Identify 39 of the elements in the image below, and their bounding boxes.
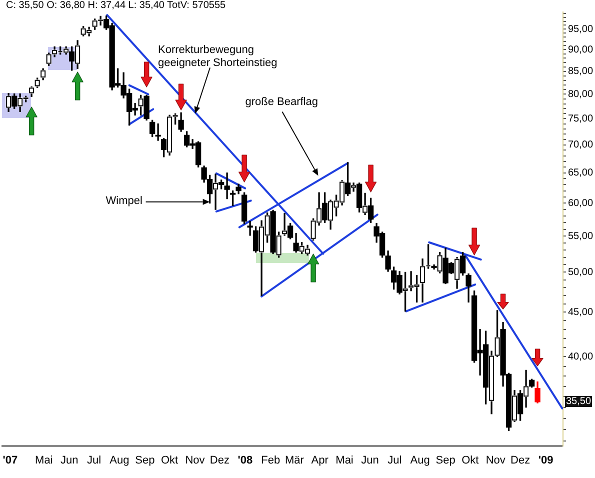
chart-title: C: 35,50 O: 36,80 H: 37,44 L: 35,40 TotV: 570555 <box>6 0 226 12</box>
y-tick-label: 60,00 <box>568 198 594 209</box>
x-tick-label: Okt <box>462 454 479 467</box>
x-tick-label: Jul <box>86 454 102 467</box>
y-tick-label: 65,00 <box>568 168 594 179</box>
x-tick-label: Jun <box>361 454 379 467</box>
x-tick-label: Okt <box>161 454 178 467</box>
annotation: 35,50 <box>565 396 592 407</box>
y-tick-label: 40,00 <box>568 351 594 362</box>
annotation: Korrekturbewegung geeigneter Shorteinstieg <box>158 44 278 70</box>
y-tick-label: 85,00 <box>568 66 594 78</box>
y-tick-label: 95,00 <box>568 24 594 35</box>
x-tick-label: Mär <box>284 454 304 467</box>
x-tick-label: Mai <box>35 454 53 467</box>
y-tick-label: 55,00 <box>568 230 594 242</box>
y-tick-label: 75,00 <box>568 113 594 124</box>
y-tick-label: 80,00 <box>568 88 594 100</box>
x-tick-label: '07 <box>2 454 18 467</box>
y-tick-label: 70,00 <box>568 140 594 151</box>
x-tick-label: Nov <box>185 454 206 467</box>
x-tick-label: Feb <box>261 454 280 467</box>
x-tick-label: Aug <box>110 454 130 467</box>
x-tick-label: Nov <box>486 454 506 467</box>
x-tick-label: Jun <box>60 454 78 467</box>
y-tick-label: 50,00 <box>568 266 594 278</box>
x-tick-label: Dez <box>210 454 230 467</box>
x-tick-label: Sep <box>436 454 456 467</box>
y-tick-label: 90,00 <box>568 44 594 56</box>
annotation: Wimpel <box>106 194 142 208</box>
annotation: große Bearflag <box>245 96 318 109</box>
x-tick-label: Sep <box>135 454 155 467</box>
x-tick-label: '08 <box>238 454 253 467</box>
x-tick-label: Apr <box>311 454 329 467</box>
y-tick-label: 45,00 <box>568 306 594 318</box>
x-tick-label: Dez <box>510 454 530 467</box>
x-tick-label: Jul <box>388 454 402 467</box>
x-tick-label: Mai <box>336 454 354 467</box>
x-tick-label: Aug <box>410 454 430 467</box>
x-tick-label: '09 <box>538 454 554 467</box>
